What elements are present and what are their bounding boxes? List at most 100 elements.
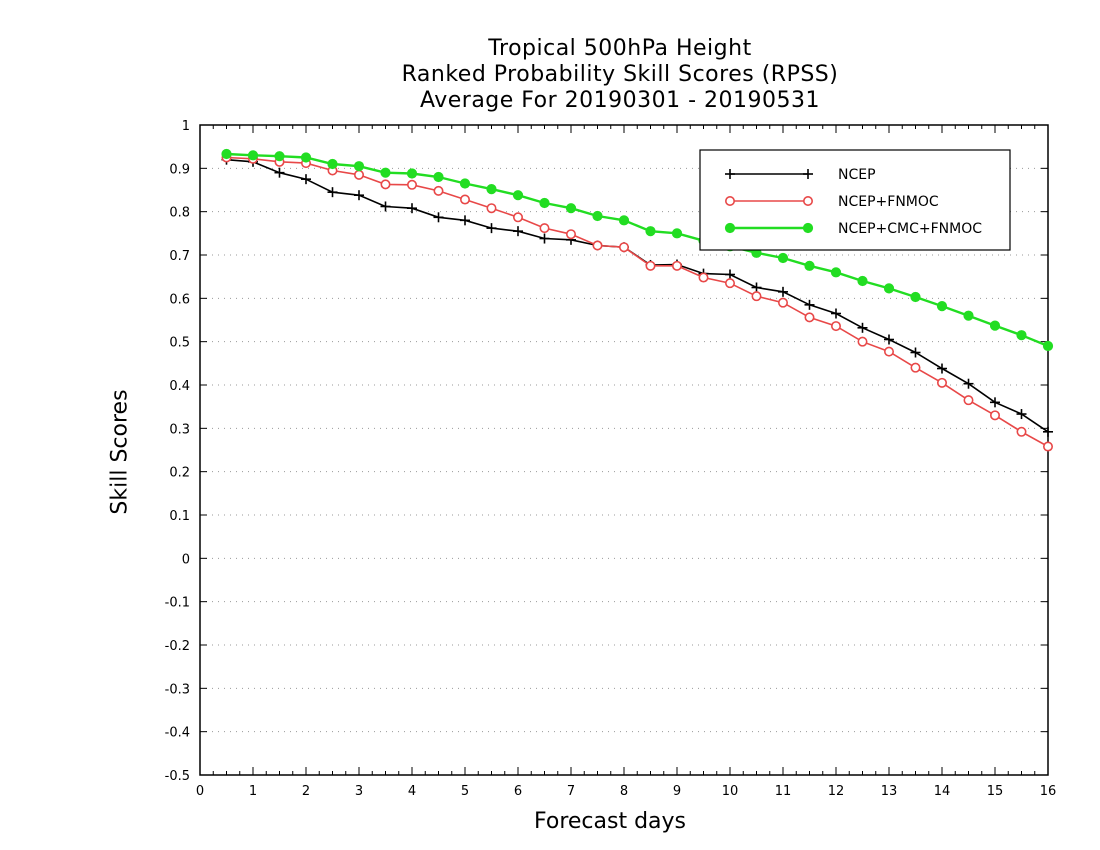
x-tick-label: 7 bbox=[567, 784, 575, 799]
data-point-ncep-cmc-fnmoc bbox=[300, 152, 312, 163]
data-point-ncep-cmc-fnmoc bbox=[671, 228, 683, 239]
x-tick-label: 9 bbox=[673, 784, 681, 799]
x-tick-label: 16 bbox=[1040, 784, 1057, 799]
data-point-ncep-fnmoc bbox=[1043, 441, 1054, 452]
y-tick-label: -0.5 bbox=[165, 769, 190, 784]
x-tick-label: 0 bbox=[196, 784, 204, 799]
data-point-ncep-cmc-fnmoc bbox=[830, 267, 842, 278]
x-tick-label: 14 bbox=[934, 784, 951, 799]
x-tick-label: 4 bbox=[408, 784, 416, 799]
y-tick-label: -0.2 bbox=[165, 639, 190, 654]
x-tick-label: 2 bbox=[302, 784, 310, 799]
data-point-ncep-cmc-fnmoc bbox=[777, 252, 789, 264]
y-tick-label: 0.2 bbox=[169, 466, 190, 481]
data-point-ncep-fnmoc bbox=[618, 242, 629, 253]
data-point-ncep-cmc-fnmoc bbox=[406, 168, 418, 179]
legend-label: NCEP+FNMOC bbox=[838, 194, 939, 210]
data-point-ncep-fnmoc bbox=[433, 185, 444, 196]
data-point-ncep-cmc-fnmoc bbox=[618, 215, 630, 226]
data-point-ncep-fnmoc bbox=[989, 410, 1000, 421]
y-tick-label: 0.4 bbox=[169, 379, 190, 394]
data-point-ncep-cmc-fnmoc bbox=[433, 171, 444, 183]
data-point-ncep-cmc-fnmoc bbox=[989, 320, 1001, 331]
x-tick-label: 6 bbox=[514, 784, 522, 799]
x-tick-label: 12 bbox=[828, 784, 845, 799]
x-tick-label: 8 bbox=[620, 784, 628, 799]
data-point-ncep-cmc-fnmoc bbox=[221, 148, 232, 160]
legend-marker bbox=[724, 222, 736, 234]
data-point-ncep-fnmoc bbox=[777, 297, 788, 308]
data-point-ncep-fnmoc bbox=[565, 229, 576, 240]
data-point-ncep-fnmoc bbox=[671, 260, 682, 271]
y-tick-label: 0.9 bbox=[169, 162, 190, 177]
data-point-ncep-cmc-fnmoc bbox=[327, 158, 338, 170]
x-tick-label: 11 bbox=[775, 784, 792, 799]
data-point-ncep-cmc-fnmoc bbox=[883, 283, 895, 294]
y-tick-label: 0.3 bbox=[169, 422, 190, 437]
data-point-ncep-fnmoc bbox=[830, 321, 841, 332]
data-point-ncep-fnmoc bbox=[857, 336, 868, 347]
y-tick-label: 0.7 bbox=[169, 249, 190, 264]
data-point-ncep-cmc-fnmoc bbox=[910, 291, 921, 303]
data-point-ncep-fnmoc bbox=[512, 212, 523, 223]
data-point-ncep-cmc-fnmoc bbox=[1042, 340, 1054, 352]
data-point-ncep-fnmoc bbox=[459, 194, 470, 205]
data-point-ncep-fnmoc bbox=[1016, 426, 1027, 437]
data-point-ncep-fnmoc bbox=[486, 203, 497, 214]
x-tick-label: 1 bbox=[249, 784, 257, 799]
legend-box bbox=[699, 149, 1011, 251]
data-point-ncep-fnmoc bbox=[698, 272, 709, 283]
chart-title-line-2: Ranked Probability Skill Scores (RPSS) bbox=[401, 62, 839, 87]
legend-label: NCEP+CMC+FNMOC bbox=[838, 221, 982, 237]
data-point-ncep-fnmoc bbox=[380, 179, 391, 190]
data-point-ncep-cmc-fnmoc bbox=[963, 310, 974, 321]
y-tick-label: -0.4 bbox=[165, 726, 190, 741]
data-point-ncep-cmc-fnmoc bbox=[247, 150, 259, 161]
y-tick-label: -0.1 bbox=[165, 596, 190, 611]
legend-label: NCEP bbox=[838, 167, 876, 183]
y-tick-label: 0.5 bbox=[169, 336, 190, 351]
data-point-ncep-cmc-fnmoc bbox=[857, 275, 868, 287]
data-point-ncep-fnmoc bbox=[645, 260, 656, 271]
data-point-ncep-cmc-fnmoc bbox=[459, 178, 471, 189]
x-tick-label: 10 bbox=[722, 784, 739, 799]
data-point-ncep-cmc-fnmoc bbox=[380, 167, 391, 178]
data-point-ncep-cmc-fnmoc bbox=[936, 301, 948, 312]
data-point-ncep-cmc-fnmoc bbox=[274, 151, 285, 162]
y-tick-label: 0.6 bbox=[169, 292, 190, 307]
data-point-ncep-cmc-fnmoc bbox=[592, 210, 603, 222]
data-point-ncep-fnmoc bbox=[406, 179, 417, 190]
data-point-ncep-cmc-fnmoc bbox=[512, 190, 524, 201]
data-point-ncep-fnmoc bbox=[592, 240, 603, 251]
x-tick-label: 5 bbox=[461, 784, 469, 799]
y-axis-label: Skill Scores bbox=[107, 389, 133, 515]
chart-title-line-1: Tropical 500hPa Height bbox=[488, 36, 752, 61]
data-point-ncep-cmc-fnmoc bbox=[539, 197, 550, 209]
legend-marker bbox=[802, 222, 814, 234]
data-point-ncep-cmc-fnmoc bbox=[645, 226, 656, 237]
x-tick-label: 15 bbox=[987, 784, 1004, 799]
chart-title-line-3: Average For 20190301 - 20190531 bbox=[419, 88, 821, 113]
data-point-ncep-fnmoc bbox=[936, 377, 947, 388]
y-tick-label: 0.8 bbox=[169, 206, 190, 221]
data-point-ncep-fnmoc bbox=[539, 223, 550, 234]
y-tick-label: -0.3 bbox=[165, 682, 190, 697]
data-point-ncep-cmc-fnmoc bbox=[486, 184, 497, 195]
legend-marker bbox=[724, 196, 735, 207]
data-point-ncep-fnmoc bbox=[883, 346, 894, 357]
data-point-ncep-fnmoc bbox=[910, 362, 921, 373]
data-point-ncep-cmc-fnmoc bbox=[1016, 330, 1027, 341]
data-point-ncep-cmc-fnmoc bbox=[565, 203, 577, 214]
y-tick-label: 1 bbox=[182, 119, 190, 134]
legend-marker bbox=[802, 196, 813, 207]
data-point-ncep-fnmoc bbox=[963, 395, 974, 406]
data-point-ncep-fnmoc bbox=[353, 169, 364, 180]
data-point-ncep-cmc-fnmoc bbox=[353, 161, 365, 172]
y-tick-label: 0.1 bbox=[169, 509, 190, 524]
x-axis-label: Forecast days bbox=[534, 809, 687, 834]
y-tick-label: 0 bbox=[182, 552, 190, 567]
x-tick-label: 13 bbox=[881, 784, 898, 799]
data-point-ncep-cmc-fnmoc bbox=[804, 260, 815, 271]
x-tick-label: 3 bbox=[355, 784, 363, 799]
